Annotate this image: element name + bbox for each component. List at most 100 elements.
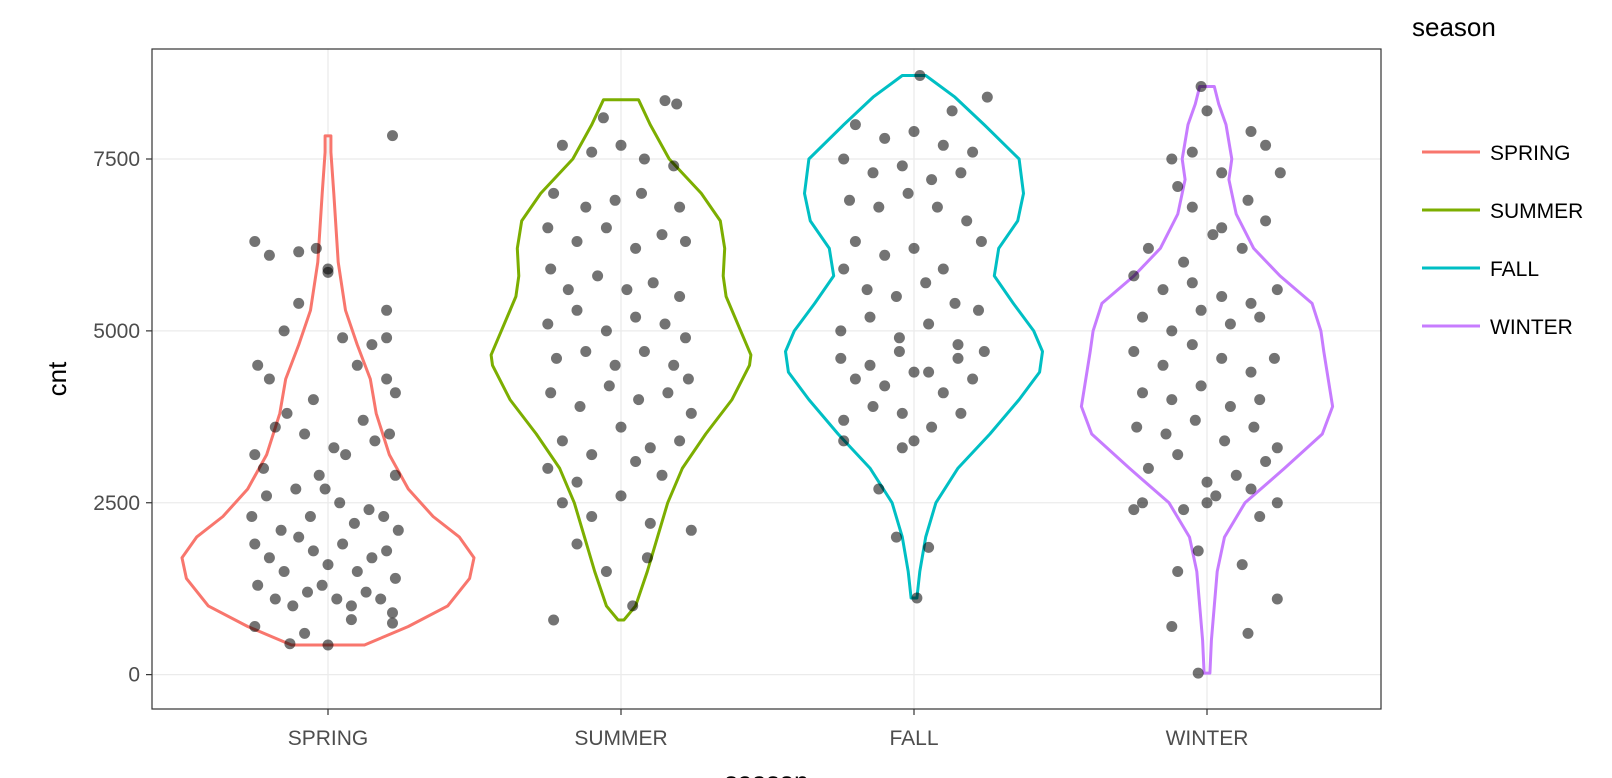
point-fall-14 xyxy=(873,201,885,213)
point-summer-44 xyxy=(586,449,598,461)
panel-border xyxy=(151,48,1382,710)
point-fall-11 xyxy=(926,174,938,186)
point-winter-39 xyxy=(1131,421,1143,433)
point-fall-20 xyxy=(879,249,891,261)
point-spring-7 xyxy=(381,304,393,316)
point-fall-41 xyxy=(879,380,891,392)
point-spring-20 xyxy=(258,462,269,474)
point-winter-63 xyxy=(1242,627,1254,639)
point-summer-8 xyxy=(548,187,560,199)
point-winter-5 xyxy=(1186,146,1198,158)
point-fall-2 xyxy=(946,105,958,117)
point-winter-53 xyxy=(1245,483,1257,495)
point-summer-52 xyxy=(556,497,568,509)
point-winter-15 xyxy=(1207,229,1219,241)
point-spring-27 xyxy=(357,414,369,426)
point-fall-15 xyxy=(902,187,914,199)
legend-label-fall: FALL xyxy=(1490,258,1539,281)
point-summer-1 xyxy=(671,98,683,110)
point-summer-43 xyxy=(556,435,568,447)
point-spring-18 xyxy=(389,387,401,399)
point-spring-59 xyxy=(345,600,357,612)
point-summer-49 xyxy=(571,476,583,488)
point-winter-0 xyxy=(1195,81,1207,92)
point-winter-31 xyxy=(1216,352,1228,364)
point-winter-19 xyxy=(1186,277,1198,289)
point-spring-52 xyxy=(389,572,401,584)
point-summer-57 xyxy=(571,538,583,550)
point-spring-9 xyxy=(252,359,264,371)
point-summer-26 xyxy=(571,304,583,316)
point-summer-7 xyxy=(668,160,680,172)
point-summer-36 xyxy=(682,373,694,385)
point-winter-37 xyxy=(1224,401,1236,412)
point-winter-46 xyxy=(1172,449,1184,461)
point-spring-19 xyxy=(249,449,261,461)
point-spring-39 xyxy=(363,504,375,516)
point-summer-46 xyxy=(644,442,656,454)
point-winter-56 xyxy=(1254,511,1266,522)
point-winter-38 xyxy=(1254,394,1266,406)
point-winter-47 xyxy=(1201,476,1213,488)
point-fall-17 xyxy=(961,215,973,227)
point-winter-50 xyxy=(1137,497,1148,509)
point-fall-55 xyxy=(923,541,935,553)
point-fall-51 xyxy=(838,435,850,447)
point-fall-54 xyxy=(890,531,902,543)
point-summer-51 xyxy=(656,469,668,481)
point-winter-62 xyxy=(1166,621,1178,632)
point-winter-6 xyxy=(1216,167,1228,179)
x-tick-label-summer: SUMMER xyxy=(574,727,667,750)
point-summer-31 xyxy=(551,352,562,364)
point-spring-56 xyxy=(302,586,313,598)
point-winter-11 xyxy=(1216,222,1228,234)
point-winter-44 xyxy=(1271,442,1283,454)
point-fall-32 xyxy=(923,318,935,330)
point-winter-45 xyxy=(1142,462,1154,474)
point-fall-13 xyxy=(844,194,855,206)
point-winter-2 xyxy=(1245,126,1257,137)
point-winter-54 xyxy=(1128,504,1140,516)
legend-title: season xyxy=(1412,12,1496,42)
y-tick-label-5000: 5000 xyxy=(93,320,140,343)
point-spring-38 xyxy=(348,517,360,529)
point-spring-16 xyxy=(366,339,378,351)
point-summer-34 xyxy=(638,346,650,357)
point-summer-0 xyxy=(659,95,671,107)
point-summer-33 xyxy=(609,359,621,371)
point-summer-48 xyxy=(542,462,554,474)
point-summer-59 xyxy=(641,552,653,564)
point-winter-9 xyxy=(1242,194,1254,206)
point-fall-29 xyxy=(835,325,847,337)
point-spring-14 xyxy=(337,332,349,344)
y-axis: 0 2500 5000 7500 xyxy=(93,148,152,687)
point-spring-13 xyxy=(307,394,319,406)
point-spring-37 xyxy=(334,497,346,509)
point-fall-48 xyxy=(926,421,938,433)
jitter-points-layer xyxy=(246,70,1286,679)
point-winter-16 xyxy=(1236,242,1248,254)
point-winter-51 xyxy=(1178,504,1190,516)
point-fall-38 xyxy=(923,366,935,378)
point-spring-57 xyxy=(316,579,328,591)
point-winter-3 xyxy=(1260,139,1272,151)
point-fall-24 xyxy=(861,284,873,296)
point-fall-12 xyxy=(955,167,967,179)
point-summer-37 xyxy=(545,387,557,399)
point-spring-22 xyxy=(281,407,293,419)
point-spring-26 xyxy=(340,449,352,461)
point-summer-39 xyxy=(603,380,615,392)
point-summer-21 xyxy=(592,270,604,282)
point-fall-46 xyxy=(867,401,879,412)
point-winter-7 xyxy=(1274,167,1286,179)
point-spring-67 xyxy=(345,614,357,626)
point-summer-47 xyxy=(674,435,686,447)
point-fall-50 xyxy=(896,442,908,454)
violin-layer xyxy=(180,74,1335,675)
point-spring-60 xyxy=(360,586,372,598)
y-axis-title: cnt xyxy=(42,361,72,396)
point-spring-43 xyxy=(263,552,275,564)
point-winter-42 xyxy=(1219,435,1231,447)
point-winter-24 xyxy=(1166,325,1178,337)
point-summer-11 xyxy=(636,187,647,199)
